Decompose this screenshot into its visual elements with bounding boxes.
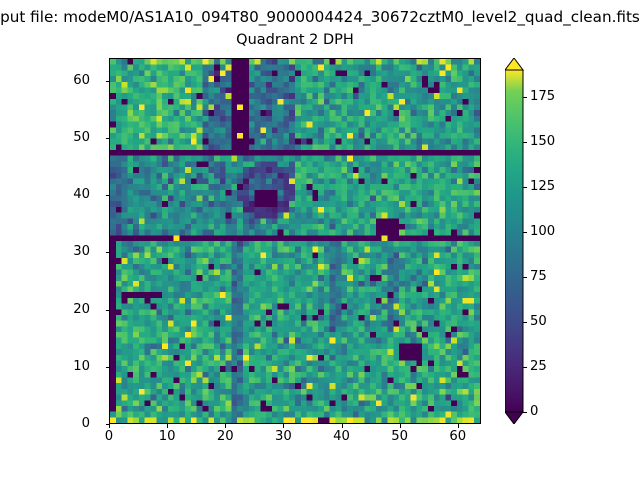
y-tick-label: 30 — [73, 244, 90, 260]
x-tick-label: 10 — [158, 429, 176, 444]
colorbar-tick-label: 150 — [530, 134, 556, 149]
y-tick-label: 0 — [81, 416, 90, 431]
dph-heatmap-image — [110, 59, 480, 423]
input-file-suptitle: Input file: modeM0/AS1A10_094T80_9000004… — [0, 8, 640, 26]
y-tick-mark — [105, 309, 109, 311]
colorbar-tick-mark — [523, 232, 527, 233]
x-tick-mark — [341, 424, 343, 428]
colorbar: 0 25 50 75 100 125 150 175 — [505, 58, 625, 424]
colorbar-tick-mark — [523, 142, 527, 143]
x-tick-mark — [167, 424, 169, 428]
heatmap-axes — [109, 58, 481, 424]
x-tick-mark — [283, 424, 285, 428]
y-tick-mark — [105, 366, 109, 368]
colorbar-tick-mark — [523, 367, 527, 368]
x-tick-label: 30 — [274, 429, 292, 444]
x-tick-label: 0 — [104, 429, 114, 444]
colorbar-tick-mark — [523, 412, 527, 413]
y-tick-label: 10 — [73, 358, 90, 374]
x-tick-label: 40 — [333, 429, 350, 444]
y-tick-mark — [105, 195, 109, 197]
x-tick-label: 50 — [391, 429, 409, 444]
x-tick-mark — [109, 424, 110, 428]
colorbar-tick-mark — [523, 322, 527, 323]
colorbar-tick-label: 100 — [530, 224, 556, 239]
y-tick-mark — [105, 424, 109, 425]
colorbar-tick-label: 50 — [530, 314, 547, 329]
x-tick-mark — [457, 424, 459, 428]
colorbar-tick-label: 0 — [530, 404, 539, 419]
x-tick-mark — [225, 424, 227, 428]
x-tick-label: 20 — [216, 429, 234, 444]
colorbar-tick-mark — [523, 277, 527, 278]
colorbar-tick-mark — [523, 187, 527, 188]
y-tick-label: 20 — [73, 301, 90, 317]
axes-title: Quadrant 2 DPH — [236, 32, 354, 48]
y-tick-label: 40 — [73, 187, 90, 203]
colorbar-tick-label: 75 — [530, 269, 547, 284]
colorbar-tick-label: 125 — [530, 179, 556, 194]
y-tick-mark — [105, 80, 109, 82]
x-tick-mark — [399, 424, 401, 428]
y-tick-label: 60 — [73, 72, 90, 88]
colorbar-tick-label: 175 — [530, 89, 556, 104]
colorbar-tick-label: 25 — [530, 359, 547, 374]
suptitle-clip-region: Input file: modeM0/AS1A10_094T80_9000004… — [0, 6, 640, 28]
colorbar-tick-mark — [523, 97, 527, 98]
y-tick-mark — [105, 138, 109, 140]
colorbar-gradient — [505, 58, 524, 424]
x-tick-label: 60 — [449, 429, 467, 444]
y-tick-mark — [105, 252, 109, 254]
y-tick-label: 50 — [73, 130, 90, 146]
